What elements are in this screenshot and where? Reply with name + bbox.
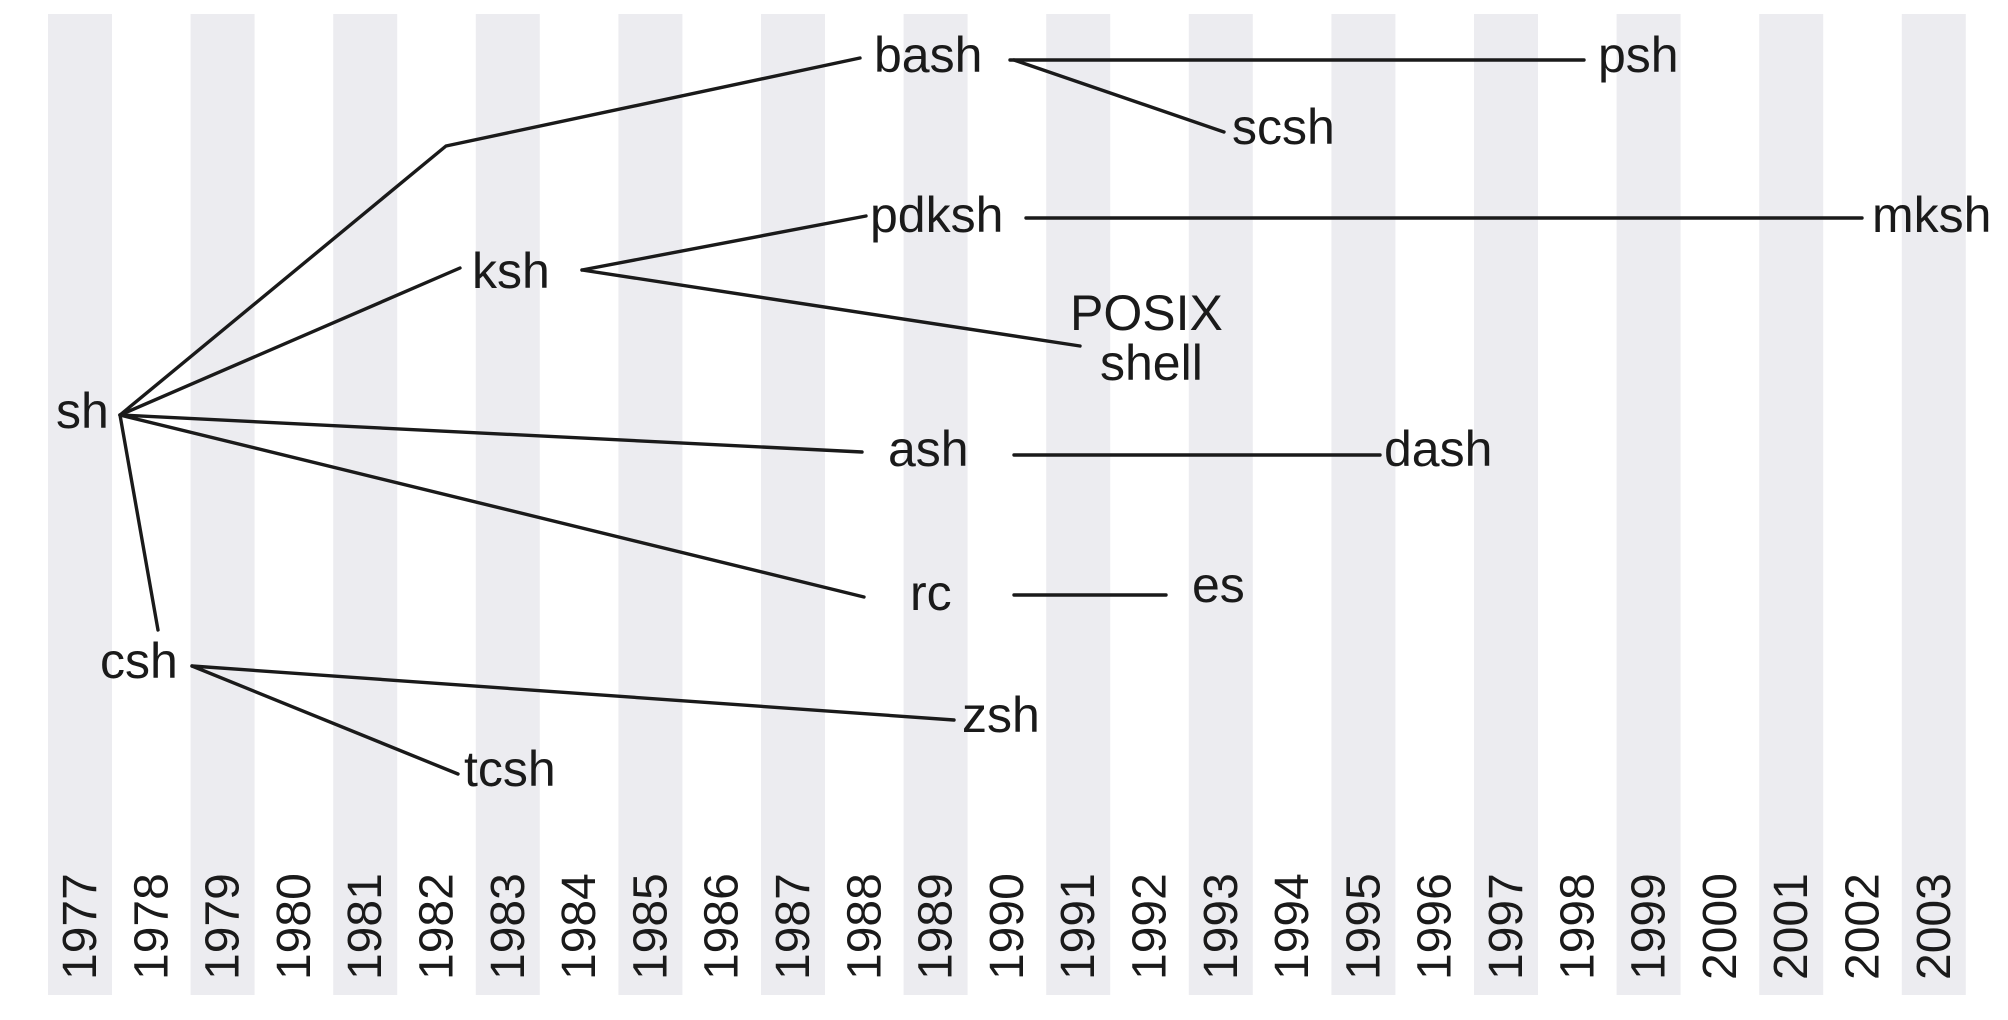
year-label-1994: 1994 — [1266, 873, 1319, 980]
year-stripe-1993 — [1188, 14, 1253, 995]
node-tcsh: tcsh — [464, 741, 556, 797]
year-stripe-1985 — [618, 14, 683, 995]
edge-sh-bash — [118, 56, 862, 417]
year-label-2001: 2001 — [1765, 873, 1818, 980]
year-label-1987: 1987 — [767, 873, 820, 980]
year-label-1978: 1978 — [125, 873, 178, 980]
year-stripe-1987 — [761, 14, 825, 995]
edge-sh-ash — [118, 413, 864, 454]
year-label-1989: 1989 — [910, 873, 963, 980]
year-stripe-1995 — [1331, 14, 1396, 995]
year-label-1977: 1977 — [54, 873, 107, 980]
year-stripe-1997 — [1474, 14, 1538, 995]
year-label-1991: 1991 — [1052, 873, 1105, 980]
node-zsh: zsh — [962, 687, 1040, 743]
edge-sh-csh — [118, 413, 160, 632]
year-label-1995: 1995 — [1337, 873, 1390, 980]
year-stripe-2003 — [1901, 14, 1966, 995]
year-label-1979: 1979 — [197, 873, 250, 980]
year-label-1983: 1983 — [482, 873, 535, 980]
year-stripe-1991 — [1046, 14, 1111, 995]
edge-sh-ksh — [118, 266, 462, 417]
node-bash: bash — [874, 27, 982, 83]
edge-csh-tcsh — [190, 664, 460, 776]
year-stripe-1979 — [190, 14, 255, 995]
year-axis-labels: 1977 1978 1979 1980 1981 1982 1983 1984 1985 1986… — [54, 873, 1961, 980]
edge-bash-scsh — [1012, 58, 1226, 134]
year-label-1981: 1981 — [339, 873, 392, 980]
year-label-1980: 1980 — [268, 873, 321, 980]
node-mksh: mksh — [1872, 187, 1991, 243]
node-sh: sh — [56, 383, 109, 439]
edge-ksh-posix — [580, 268, 1082, 348]
edge-ksh-pdksh — [580, 214, 868, 272]
year-stripe-2001 — [1759, 14, 1824, 995]
year-label-1990: 1990 — [981, 873, 1034, 980]
year-stripe-1999 — [1616, 14, 1681, 995]
year-label-1985: 1985 — [624, 873, 677, 980]
edge-sh-rc — [118, 413, 866, 599]
node-es: es — [1192, 557, 1245, 613]
edge-csh-zsh — [190, 664, 956, 722]
year-label-2003: 2003 — [1908, 873, 1961, 980]
node-dash: dash — [1384, 421, 1492, 477]
node-posix-shell-line2: shell — [1100, 335, 1203, 391]
year-label-1993: 1993 — [1195, 873, 1248, 980]
year-stripe-1977 — [48, 14, 112, 995]
year-label-1988: 1988 — [838, 873, 891, 980]
shell-labels: sh bash psh scsh ksh pdksh mksh POSIX sh… — [56, 27, 1991, 797]
year-column-stripes — [48, 14, 1966, 995]
node-psh: psh — [1598, 27, 1679, 83]
node-pdksh: pdksh — [870, 187, 1003, 243]
year-label-2000: 2000 — [1694, 873, 1747, 980]
lineage-connectors — [118, 56, 1864, 776]
year-stripe-1981 — [333, 14, 398, 995]
year-label-1997: 1997 — [1480, 873, 1533, 980]
node-ash: ash — [888, 421, 969, 477]
node-rc: rc — [910, 565, 952, 621]
year-label-1998: 1998 — [1551, 873, 1604, 980]
year-label-1982: 1982 — [411, 873, 464, 980]
year-label-1986: 1986 — [696, 873, 749, 980]
year-label-1984: 1984 — [553, 873, 606, 980]
year-label-1996: 1996 — [1409, 873, 1462, 980]
year-label-1992: 1992 — [1124, 873, 1177, 980]
node-csh: csh — [100, 633, 178, 689]
node-ksh: ksh — [472, 243, 550, 299]
year-stripe-1989 — [903, 14, 968, 995]
year-label-2002: 2002 — [1837, 873, 1890, 980]
node-scsh: scsh — [1232, 99, 1335, 155]
node-posix-shell-line1: POSIX — [1070, 285, 1223, 341]
year-label-1999: 1999 — [1623, 873, 1676, 980]
